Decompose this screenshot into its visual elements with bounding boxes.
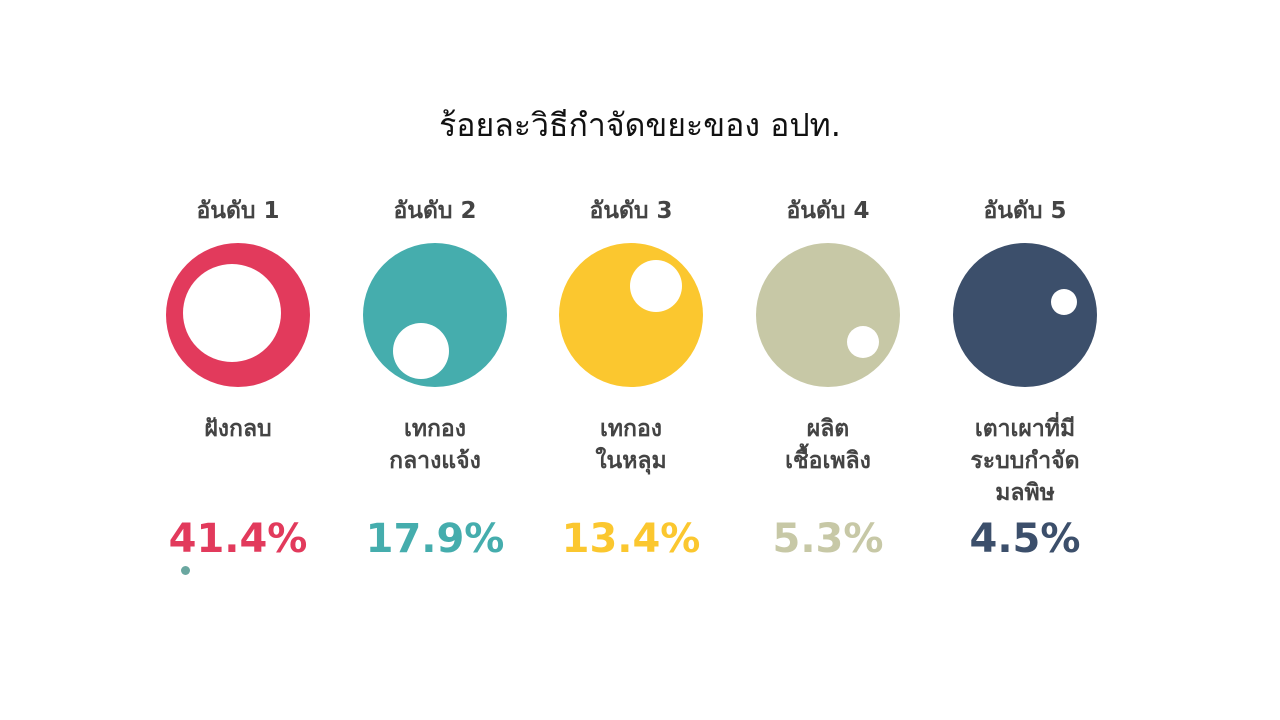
inner-circle-5 <box>1051 289 1077 315</box>
category-label-3: เทกอง ในหลุม <box>595 416 667 474</box>
value-label-4: 5.3% <box>772 516 884 562</box>
category-label-1: ฝังกลบ <box>204 416 272 442</box>
rank-label-5: อันดับ 5 <box>983 198 1067 224</box>
category-label-5: เตาเผาที่มี ระบบกำจัด มลพิษ <box>970 416 1080 506</box>
value-label-1: 41.4% <box>168 516 308 562</box>
bubble-2 <box>363 243 507 387</box>
category-column-1: อันดับ 1 ฝังกลบ <box>140 195 336 509</box>
value-label-2: 17.9% <box>365 516 505 562</box>
inner-circle-3 <box>630 260 682 312</box>
inner-circle-1 <box>183 264 281 362</box>
decorative-dot <box>181 566 190 575</box>
category-column-3: อันดับ 3 เทกอง ในหลุม <box>533 195 729 509</box>
rank-label-3: อันดับ 3 <box>589 198 673 224</box>
category-label-4: ผลิต เชื้อเพลิง <box>785 416 871 474</box>
value-label-5: 4.5% <box>969 516 1081 562</box>
category-label-2: เทกอง กลางแจ้ง <box>389 416 481 474</box>
value-label-3: 13.4% <box>561 516 701 562</box>
bubble-1 <box>166 243 310 387</box>
rank-label-4: อันดับ 4 <box>786 198 870 224</box>
chart-title: ร้อยละวิธีกำจัดขยะของ อปท. <box>439 106 841 144</box>
inner-circle-4 <box>847 326 879 358</box>
outer-circle-4 <box>756 243 900 387</box>
outer-circle-5 <box>953 243 1097 387</box>
outer-circle-3 <box>559 243 703 387</box>
inner-circle-2 <box>393 323 449 379</box>
bubble-3 <box>559 243 703 387</box>
category-column-2: อันดับ 2 เทกอง กลางแจ้ง <box>337 195 533 509</box>
rank-label-2: อันดับ 2 <box>393 198 477 224</box>
rank-label-1: อันดับ 1 <box>196 198 280 224</box>
category-column-4: อันดับ 4 ผลิต เชื้อเพลิง <box>730 195 926 509</box>
bubble-4 <box>756 243 900 387</box>
category-column-5: อันดับ 5 เตาเผาที่มี ระบบกำจัด มลพิษ <box>927 195 1123 509</box>
bubble-5 <box>953 243 1097 387</box>
